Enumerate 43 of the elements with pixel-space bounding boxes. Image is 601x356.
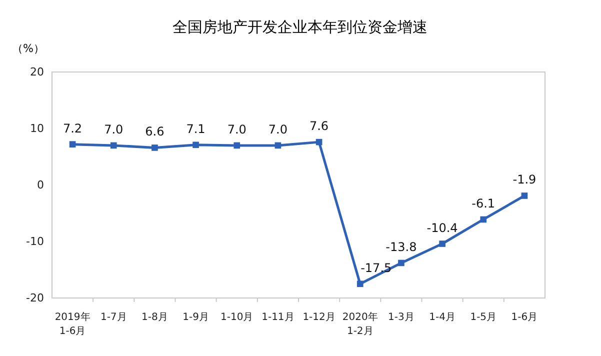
point bbox=[316, 138, 322, 146]
y-tick-label: 10 bbox=[30, 122, 44, 136]
point bbox=[274, 142, 282, 149]
data-label: -13.8 bbox=[386, 240, 417, 254]
y-tick-label: 20 bbox=[30, 66, 44, 79]
x-tick-label: 1-12月 bbox=[302, 312, 336, 323]
data-label: -17.5 bbox=[360, 260, 392, 275]
data-label: -10.4 bbox=[426, 220, 458, 235]
point bbox=[110, 142, 117, 149]
data-label: 7.0 bbox=[104, 122, 124, 136]
x-tick-label: 2020年 1-2月 bbox=[342, 311, 378, 337]
x-tick-label: 1-8月 bbox=[142, 312, 168, 323]
x-tick-label: 1-10月 bbox=[220, 312, 254, 323]
y-tick-label: 0 bbox=[37, 178, 44, 192]
data-label: -6.1 bbox=[472, 196, 496, 210]
x-tick-label: 1-3月 bbox=[388, 312, 414, 323]
x-tick-label: 1-11月 bbox=[262, 312, 294, 323]
x-tick-label: 1-5月 bbox=[470, 312, 497, 323]
point bbox=[480, 216, 487, 223]
data-label: 7.1 bbox=[186, 122, 206, 136]
point bbox=[234, 142, 240, 149]
x-tick-label: 2019年 1-6月 bbox=[54, 311, 90, 337]
chart-title: 全国房地产开发企业本年到位资金增速 bbox=[172, 18, 428, 36]
point bbox=[192, 142, 199, 148]
point bbox=[152, 144, 158, 151]
y-axis-title: （%） bbox=[12, 42, 44, 55]
data-label: 7.0 bbox=[268, 122, 288, 136]
data-label: 7.0 bbox=[227, 122, 246, 136]
point bbox=[521, 192, 528, 199]
point bbox=[398, 260, 404, 266]
data-label: 6.6 bbox=[145, 124, 164, 139]
data-label: 7.6 bbox=[309, 119, 329, 134]
point bbox=[356, 280, 364, 288]
data-label: -1.9 bbox=[512, 172, 536, 187]
x-tick-label: 1-4月 bbox=[429, 312, 456, 323]
point bbox=[439, 240, 446, 247]
data-label: 7.2 bbox=[62, 121, 82, 136]
y-tick-label: -10 bbox=[26, 235, 44, 248]
point bbox=[69, 141, 76, 148]
x-tick-label: 1-7月 bbox=[100, 312, 127, 323]
x-tick-label: 1-6月 bbox=[511, 312, 538, 323]
y-tick-label: -20 bbox=[26, 292, 44, 305]
x-tick-label: 1-9月 bbox=[182, 312, 209, 323]
